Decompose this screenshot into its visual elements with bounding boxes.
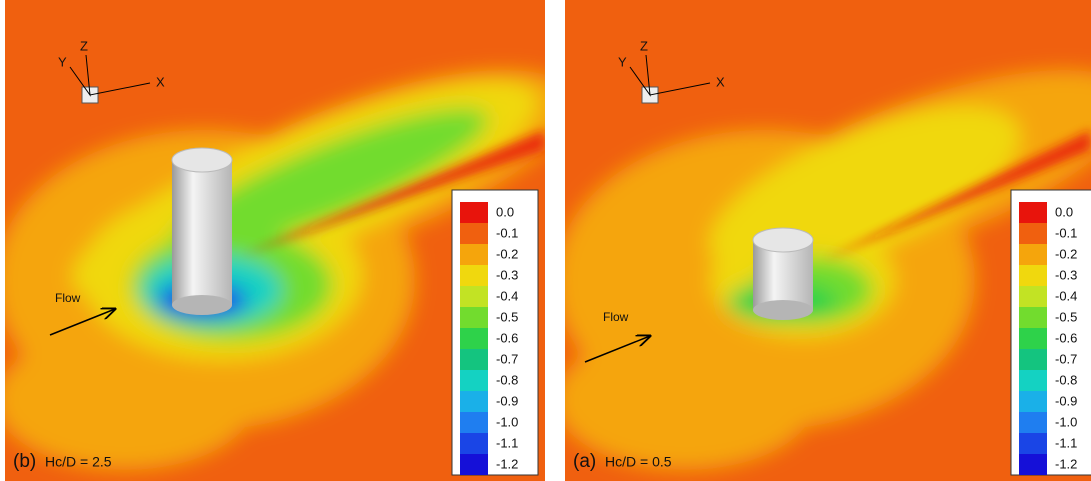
colorbar-swatch <box>1019 391 1047 412</box>
axis-label: X <box>716 74 725 89</box>
colorbar-label: -1.0 <box>496 414 518 429</box>
axis-label: Y <box>618 54 627 69</box>
colorbar-label: -1.2 <box>1055 456 1077 471</box>
panel: X YZ Flow (b) Hc/D = 2.5 0.0 -0.1 -0.2 -0.3 -0.4 -… <box>0 0 596 481</box>
colorbar-swatch <box>460 370 488 391</box>
cylinder-top <box>753 228 813 252</box>
colorbar-label: -0.8 <box>1055 372 1077 387</box>
colorbar-label: -0.7 <box>496 351 518 366</box>
colorbar-label: -0.4 <box>1055 288 1077 303</box>
figure: XYZFlow(b)Hc/D = 2.50.0-0.1-0.2-0.3-0.4-… <box>0 0 1091 481</box>
colorbar-label: -0.5 <box>496 309 518 324</box>
colorbar-swatch <box>460 454 488 475</box>
colorbar-label: -0.8 <box>496 372 518 387</box>
colorbar-swatch <box>460 202 488 223</box>
colorbar-swatch <box>1019 328 1047 349</box>
colorbar-swatch <box>460 349 488 370</box>
colorbar-label: -0.7 <box>1055 351 1077 366</box>
colorbar-label: 0.0 <box>1055 204 1073 219</box>
colorbar-swatch <box>1019 244 1047 265</box>
axis-label: Z <box>80 38 88 53</box>
colorbar-swatch <box>460 391 488 412</box>
colorbar-label: -1.1 <box>496 435 518 450</box>
colorbar-label: -0.2 <box>496 246 518 261</box>
colorbar-label: -0.1 <box>1055 225 1077 240</box>
colorbar-swatch <box>1019 265 1047 286</box>
colorbar-swatch <box>460 307 488 328</box>
colorbar-label: -0.9 <box>496 393 518 408</box>
axis-label: Z <box>640 38 648 53</box>
colorbar-swatch <box>1019 286 1047 307</box>
panel-tag: (a) <box>573 451 596 472</box>
colorbar-swatch <box>1019 307 1047 328</box>
colorbar-label: -1.0 <box>1055 414 1077 429</box>
contour <box>555 330 815 470</box>
panel: X YZ Flow (a) Hc/D = 0.5 0.0 -0.1 -0.2 -0.3 -0.4 -… <box>555 0 1091 481</box>
flow-label: Flow <box>603 310 629 324</box>
cylinder-base <box>753 300 813 320</box>
colorbar-label: -0.5 <box>1055 309 1077 324</box>
colorbar-swatch <box>460 223 488 244</box>
colorbar-label: -1.1 <box>1055 435 1077 450</box>
colorbar-swatch <box>460 412 488 433</box>
colorbar-swatch <box>460 244 488 265</box>
colorbar-label: -0.9 <box>1055 393 1077 408</box>
colorbar-label: -0.6 <box>1055 330 1077 345</box>
cylinder-top <box>172 148 232 172</box>
colorbar-swatch <box>460 286 488 307</box>
colorbar-swatch <box>1019 370 1047 391</box>
colorbar-label: -0.3 <box>1055 267 1077 282</box>
flow-label: Flow <box>55 291 81 305</box>
colorbar-swatch <box>1019 412 1047 433</box>
colorbar-swatch <box>1019 349 1047 370</box>
axis-label: X <box>156 74 165 89</box>
colorbar-swatch <box>1019 433 1047 454</box>
axis-label: Y <box>58 54 67 69</box>
colorbar-label: -0.1 <box>496 225 518 240</box>
colorbar-label: -1.2 <box>496 456 518 471</box>
colorbar-swatch <box>460 328 488 349</box>
cylinder <box>172 160 232 305</box>
colorbar-label: 0.0 <box>496 204 514 219</box>
colorbar-label: -0.2 <box>1055 246 1077 261</box>
panel-caption: Hc/D = 0.5 <box>605 454 672 470</box>
colorbar-swatch <box>460 433 488 454</box>
colorbar-swatch <box>460 265 488 286</box>
colorbar-swatch <box>1019 223 1047 244</box>
colorbar-swatch <box>1019 454 1047 475</box>
panel-caption: Hc/D = 2.5 <box>45 454 112 470</box>
colorbar-label: -0.3 <box>496 267 518 282</box>
colorbar-label: -0.4 <box>496 288 518 303</box>
cylinder-base <box>172 295 232 315</box>
colorbar-swatch <box>1019 202 1047 223</box>
panel-tag: (b) <box>13 451 36 472</box>
colorbar-label: -0.6 <box>496 330 518 345</box>
